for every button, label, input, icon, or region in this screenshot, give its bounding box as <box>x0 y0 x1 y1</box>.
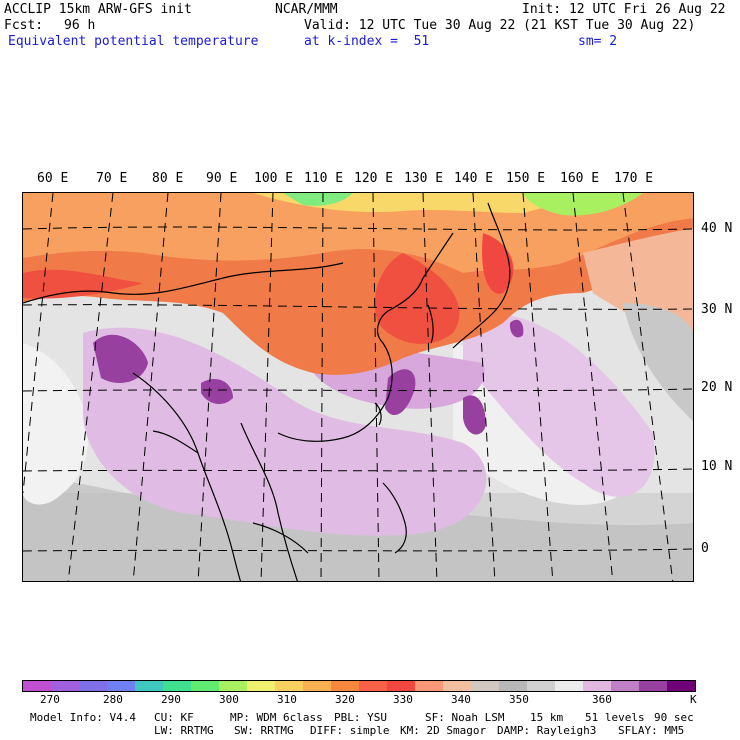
colorbar-swatch <box>471 681 499 691</box>
cu-scheme: CU: KF <box>154 711 194 724</box>
lon-label: 70 E <box>96 171 128 186</box>
pbl-scheme: PBL: YSU <box>334 711 387 724</box>
fcst-value: 96 h <box>64 18 96 33</box>
lat-label: 30 N <box>701 302 733 317</box>
warm-region <box>23 193 693 273</box>
lat-label: 40 N <box>701 221 733 236</box>
hot-region <box>23 269 143 299</box>
colorbar-tick: 270 <box>40 693 60 706</box>
colorbar-swatch <box>107 681 135 691</box>
colorbar-tick: 310 <box>277 693 297 706</box>
dark-purple-core <box>201 378 233 405</box>
valid-time: Valid: 12 UTC Tue 30 Aug 22 (21 KST Tue … <box>304 18 696 33</box>
lon-label: 80 E <box>152 171 184 186</box>
damp-scheme: DAMP: Rayleigh3 <box>497 724 597 737</box>
colorbar-swatch <box>667 681 695 691</box>
dark-purple-core <box>509 319 524 338</box>
purple-region <box>463 311 655 497</box>
colorbar-swatch <box>583 681 611 691</box>
levels: 51 levels <box>585 711 645 724</box>
colorbar-swatch <box>331 681 359 691</box>
model-title: ACCLIP 15km ARW-GFS init <box>4 2 192 17</box>
dark-purple-core <box>93 334 148 383</box>
colorbar-tick: 330 <box>393 693 413 706</box>
sw-scheme: SW: RRTMG <box>234 724 294 737</box>
diff-scheme: DIFF: simple <box>310 724 390 737</box>
colorbar-swatch <box>275 681 303 691</box>
lon-label: 120 E <box>354 171 394 186</box>
green-region <box>283 193 353 206</box>
lon-label: 60 E <box>37 171 69 186</box>
lon-label: 110 E <box>304 171 344 186</box>
colorbar-swatch <box>499 681 527 691</box>
colorbar-swatch <box>135 681 163 691</box>
colorbar-swatch <box>219 681 247 691</box>
theta-e-map <box>22 192 694 582</box>
mp-scheme: MP: WDM 6class <box>230 711 323 724</box>
colorbar-tick: 350 <box>509 693 529 706</box>
purple-region <box>83 327 487 536</box>
field-name: Equivalent potential temperature <box>8 34 259 49</box>
colorbar-swatch <box>443 681 471 691</box>
colorbar-swatch <box>79 681 107 691</box>
lon-label: 100 E <box>254 171 294 186</box>
colorbar-swatch <box>247 681 275 691</box>
colorbar-tick: 280 <box>103 693 123 706</box>
lon-label: 90 E <box>206 171 238 186</box>
hot-region <box>374 253 460 344</box>
level-label: at k-index = 51 <box>304 34 430 49</box>
colorbar-tick: 360 <box>592 693 612 706</box>
coastlines <box>23 202 511 581</box>
colorbar-unit: K <box>690 693 697 706</box>
graticule <box>23 193 693 581</box>
colorbar-swatch <box>387 681 415 691</box>
lat-label: 10 N <box>701 459 733 474</box>
km-scheme: KM: 2D Smagor <box>400 724 487 737</box>
colorbar-swatch <box>359 681 387 691</box>
lon-label: 140 E <box>454 171 494 186</box>
sf-scheme: SF: Noah LSM <box>425 711 505 724</box>
colorbar-swatch <box>611 681 639 691</box>
colorbar-tick: 320 <box>335 693 355 706</box>
colorbar-tick: 300 <box>219 693 239 706</box>
timestep: 90 sec <box>654 711 694 724</box>
dark-purple-core <box>463 395 486 435</box>
lat-label: 20 N <box>701 380 733 395</box>
lon-label: 130 E <box>404 171 444 186</box>
sflay-scheme: SFLAY: MM5 <box>618 724 685 737</box>
colorbar-swatch <box>555 681 583 691</box>
lw-scheme: LW: RRTMG <box>154 724 214 737</box>
org-label: NCAR/MMM <box>275 2 338 17</box>
green-region <box>523 193 643 216</box>
colorbar-swatch <box>51 681 79 691</box>
colorbar-swatch <box>23 681 51 691</box>
colorbar-swatch <box>527 681 555 691</box>
white-area <box>23 343 89 505</box>
dark-purple-core <box>385 369 416 416</box>
colorbar-swatch <box>303 681 331 691</box>
init-time: Init: 12 UTC Fri 26 Aug 22 <box>522 2 726 17</box>
colorbar-swatch <box>415 681 443 691</box>
map-canvas <box>23 193 693 581</box>
smoothing-label: sm= 2 <box>578 34 618 49</box>
lon-label: 160 E <box>560 171 600 186</box>
colorbar-tick: 290 <box>161 693 181 706</box>
model-info: Model Info: V4.4 <box>30 711 136 724</box>
resolution: 15 km <box>530 711 564 724</box>
colorbar <box>22 680 696 692</box>
colorbar-swatch <box>191 681 219 691</box>
colorbar-tick: 340 <box>451 693 471 706</box>
colorbar-swatch <box>163 681 191 691</box>
colorbar-swatch <box>639 681 667 691</box>
fcst-label: Fcst: <box>4 18 44 33</box>
lon-label: 170 E <box>614 171 654 186</box>
lat-label: 0 <box>701 541 709 556</box>
lon-label: 150 E <box>506 171 546 186</box>
